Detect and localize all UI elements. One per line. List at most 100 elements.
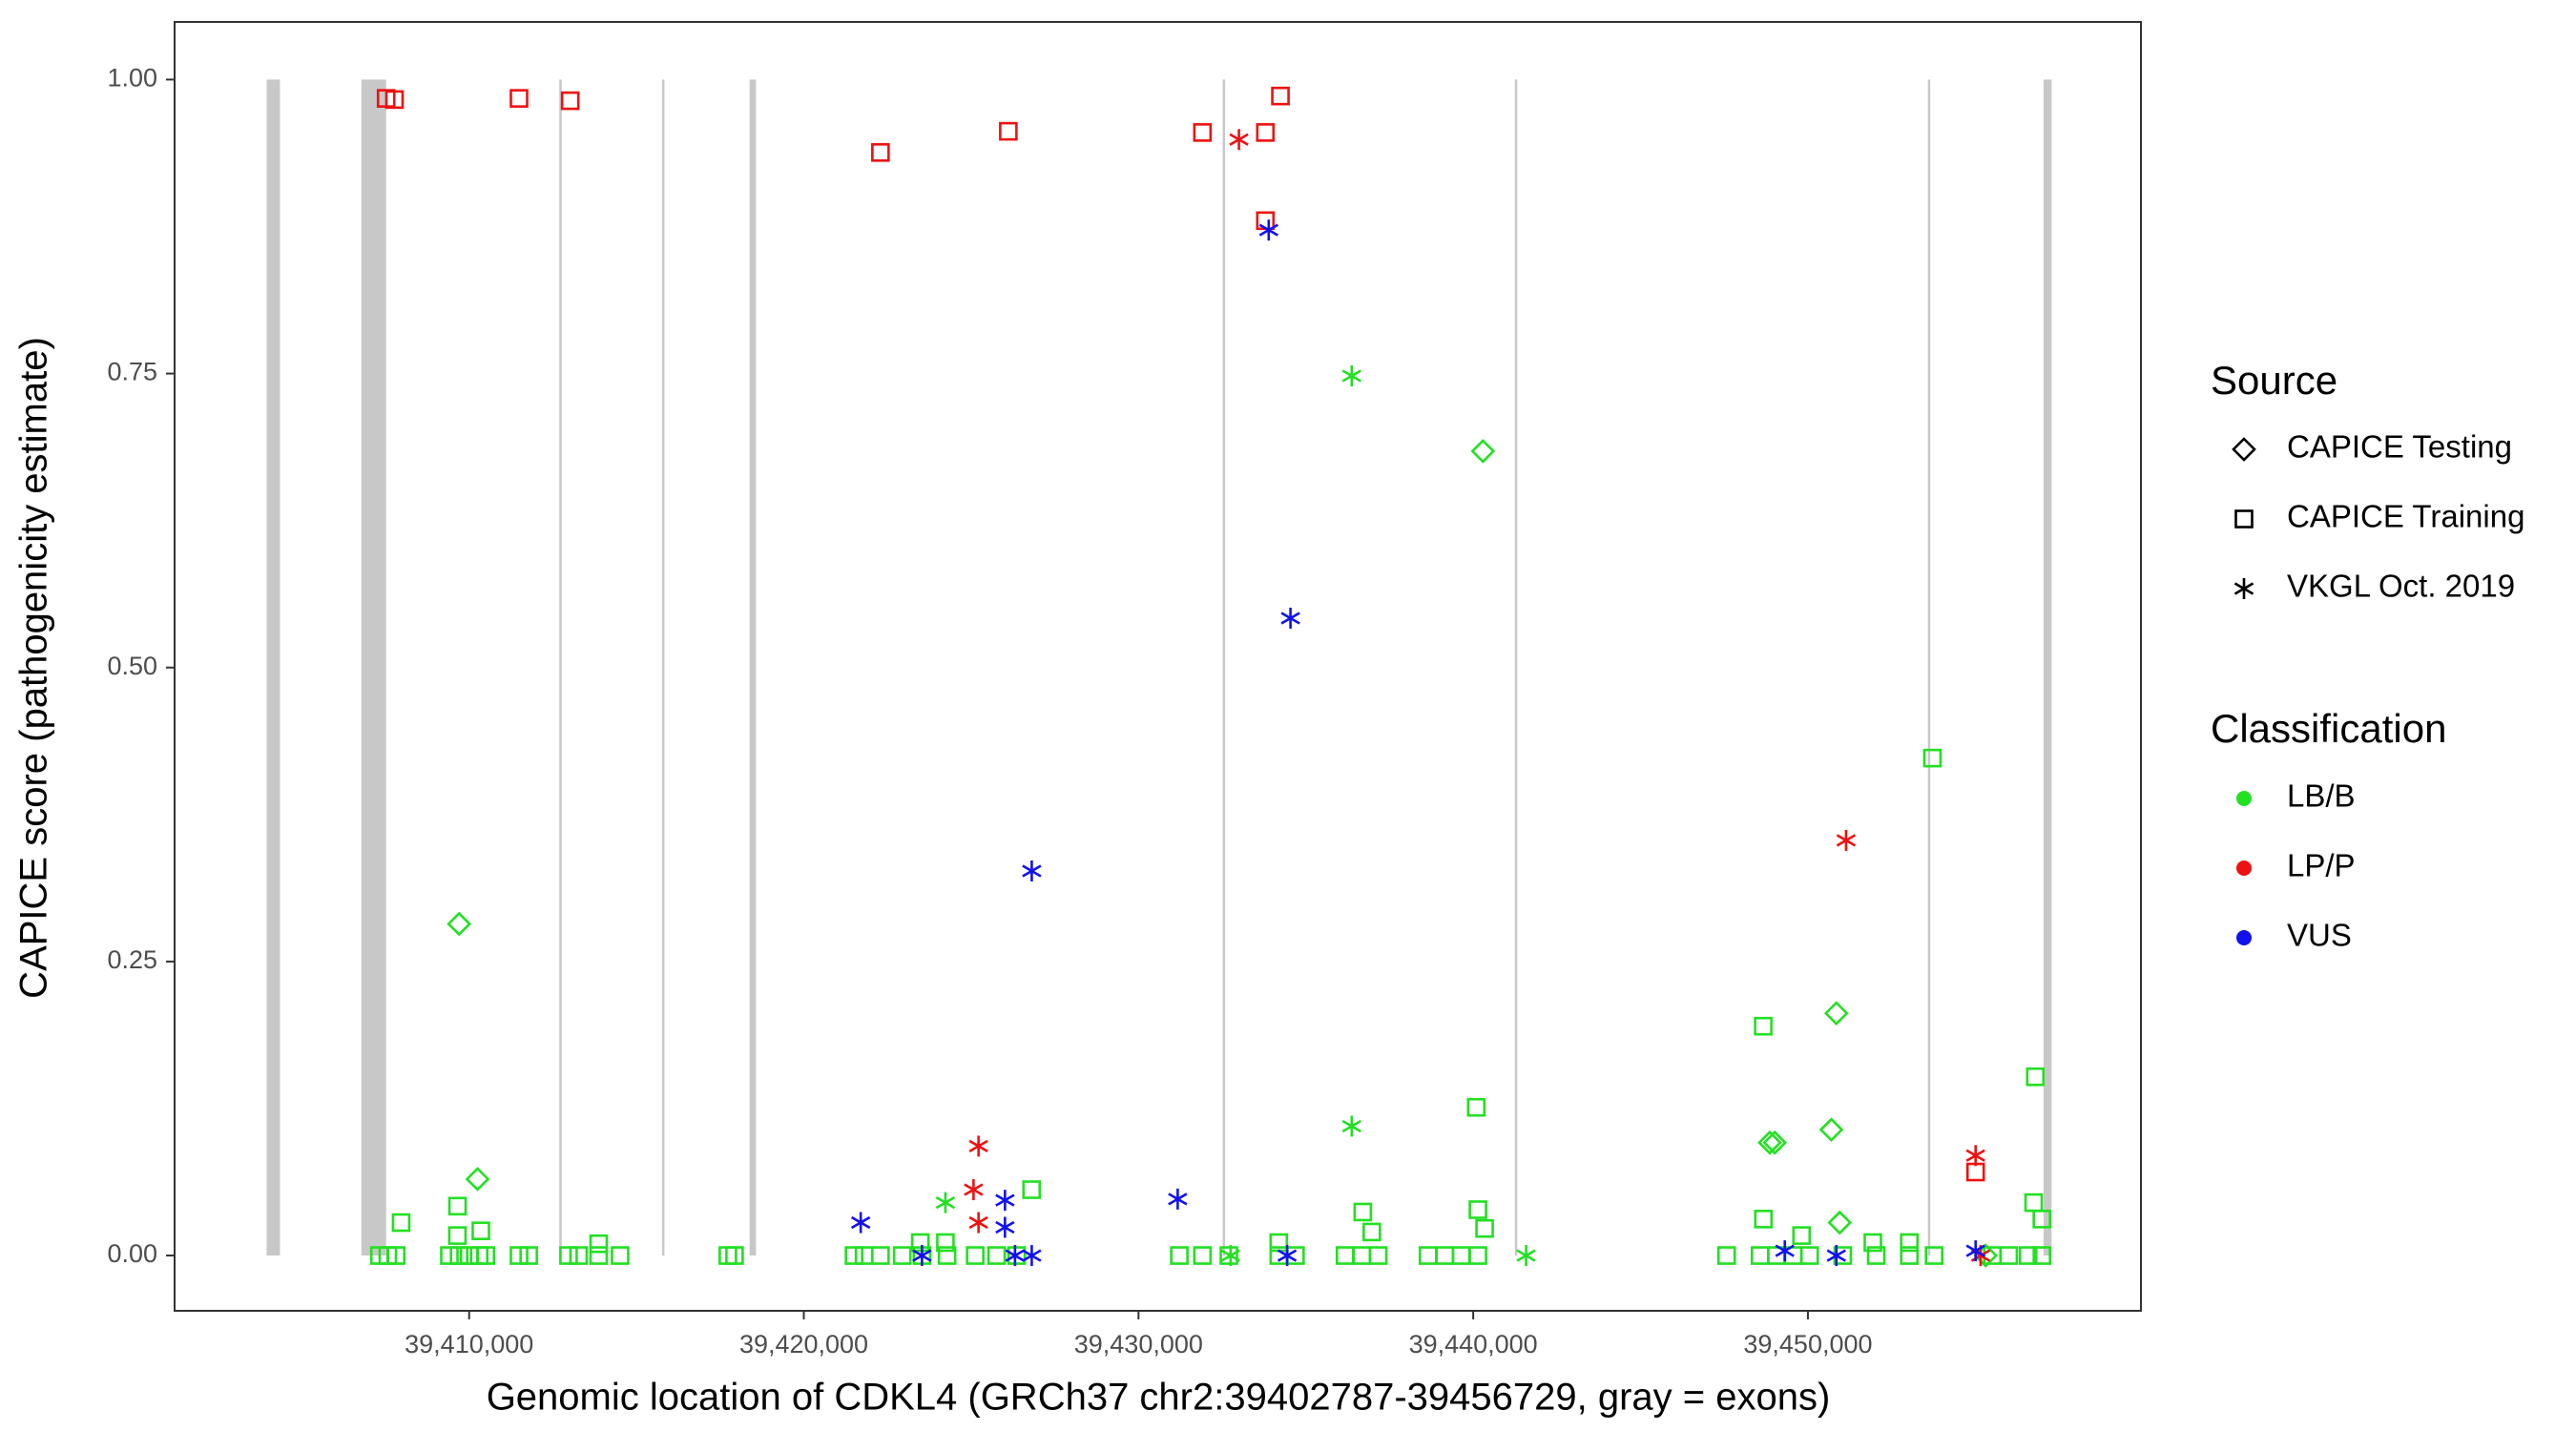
- asterisk-stroke: [968, 1139, 988, 1153]
- panel-border: [174, 21, 2142, 1312]
- point: [1341, 365, 1361, 387]
- point: [892, 1246, 912, 1265]
- legend-label: VUS: [2287, 918, 2352, 953]
- point: [1863, 1233, 1882, 1253]
- x-axis-title: Genomic location of CDKL4 (GRCh37 chr2:3…: [487, 1377, 1831, 1419]
- exon: [361, 79, 386, 1256]
- y-tick-label: 0.00: [107, 1239, 157, 1268]
- exon: [559, 79, 562, 1256]
- asterisk-stroke: [1341, 1119, 1361, 1133]
- legend-symbol: [2236, 791, 2252, 806]
- point: [465, 1167, 490, 1192]
- point: [476, 1246, 496, 1265]
- point: [2032, 1210, 2051, 1229]
- asterisk-stroke: [1022, 864, 1042, 878]
- legend-symbol: [2233, 578, 2254, 599]
- asterisk-stroke: [1965, 1149, 1985, 1162]
- x-tick-label: 39,440,000: [1409, 1330, 1538, 1358]
- point: [999, 121, 1018, 141]
- point: [1475, 1218, 1494, 1238]
- asterisk-stroke: [850, 1215, 871, 1230]
- point: [1900, 1246, 1920, 1265]
- asterisk-stroke: [1005, 1249, 1026, 1262]
- point: [968, 1212, 988, 1234]
- asterisk-stroke: [935, 1195, 956, 1210]
- point: [1353, 1202, 1373, 1222]
- asterisk-stroke: [1965, 1244, 1985, 1257]
- y-tick-label: 1.00: [107, 64, 157, 93]
- point: [966, 1246, 985, 1265]
- point: [1818, 1117, 1844, 1143]
- point: [447, 911, 472, 937]
- asterisk-stroke: [1258, 223, 1278, 237]
- point: [1229, 129, 1249, 151]
- point: [987, 1246, 1007, 1265]
- point: [1271, 86, 1290, 106]
- asterisk-stroke: [2233, 582, 2254, 595]
- point: [1022, 1180, 1042, 1199]
- point: [1922, 748, 1942, 768]
- point: [1341, 1115, 1361, 1137]
- point: [1256, 123, 1276, 142]
- legend-title: Source: [2211, 358, 2337, 403]
- asterisk-stroke: [1775, 1244, 1795, 1257]
- exon: [1514, 79, 1518, 1256]
- legend-label: VKGL Oct. 2019: [2287, 569, 2515, 604]
- point: [1965, 1145, 1985, 1167]
- point: [589, 1246, 609, 1265]
- x-tick-label: 39,430,000: [1074, 1330, 1203, 1358]
- point: [1168, 1188, 1188, 1210]
- y-tick-label: 0.75: [107, 358, 157, 386]
- point: [1220, 1245, 1240, 1267]
- point: [1022, 860, 1042, 881]
- exon: [266, 79, 280, 1256]
- asterisk-stroke: [1277, 1249, 1298, 1262]
- asterisk-stroke: [1220, 1249, 1240, 1262]
- point: [2032, 1246, 2051, 1265]
- point: [725, 1246, 744, 1265]
- asterisk-stroke: [995, 1193, 1015, 1207]
- point: [1775, 1240, 1795, 1262]
- point: [1368, 1246, 1388, 1265]
- x-tick-label: 39,450,000: [1743, 1330, 1872, 1358]
- point: [850, 1212, 871, 1234]
- asterisk-stroke: [1168, 1192, 1188, 1206]
- point: [1799, 1246, 1819, 1265]
- point: [912, 1245, 932, 1267]
- point: [1170, 1246, 1189, 1265]
- y-tick-label: 0.50: [107, 652, 157, 680]
- asterisk-stroke: [1826, 1249, 1846, 1262]
- point: [1468, 1200, 1487, 1219]
- y-axis-title: CAPICE score (pathogenicity estimate): [13, 337, 55, 999]
- point: [519, 1246, 538, 1265]
- exon: [661, 79, 665, 1256]
- point: [1005, 1245, 1026, 1267]
- point: [1007, 1246, 1027, 1265]
- exon: [1927, 79, 1931, 1256]
- point: [1900, 1233, 1920, 1253]
- point: [509, 1246, 529, 1265]
- point: [1193, 123, 1213, 142]
- point: [968, 1135, 988, 1157]
- asterisk-stroke: [1280, 612, 1300, 625]
- point: [1836, 829, 1857, 851]
- point: [1258, 219, 1278, 241]
- legend-label: LP/P: [2287, 848, 2356, 883]
- legend-symbol: [2236, 930, 2252, 945]
- legend-label: LB/B: [2287, 778, 2356, 814]
- asterisk-stroke: [1229, 133, 1249, 146]
- point: [386, 1246, 406, 1265]
- legend-title: Classification: [2211, 706, 2446, 751]
- point: [844, 1246, 863, 1265]
- point: [936, 1233, 955, 1253]
- point: [447, 1226, 467, 1245]
- point: [471, 1221, 490, 1240]
- point: [871, 1246, 890, 1265]
- point: [559, 1246, 578, 1265]
- asterisk-stroke: [912, 1249, 932, 1262]
- legend-label: CAPICE Testing: [2287, 429, 2512, 465]
- point: [1866, 1246, 1886, 1265]
- point: [871, 143, 890, 162]
- point: [1754, 1210, 1774, 1229]
- point: [1280, 607, 1300, 629]
